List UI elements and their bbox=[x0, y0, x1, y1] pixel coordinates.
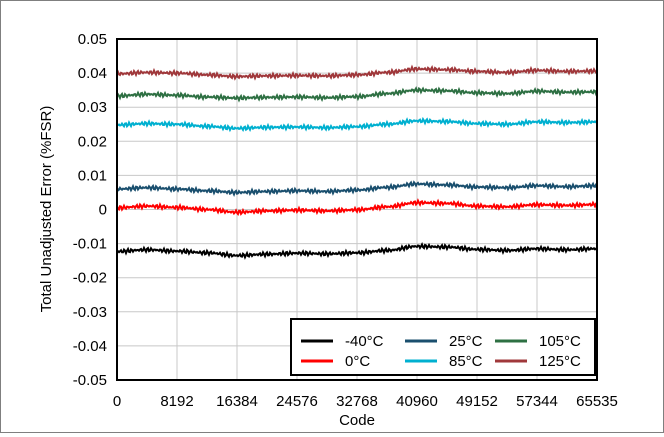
x-tick-label: 40960 bbox=[396, 393, 438, 410]
y-tick-label: 0.04 bbox=[78, 65, 107, 82]
series-line bbox=[116, 242, 598, 260]
y-tick-labels: -0.05 -0.04 -0.03 -0.02 -0.01 0 0.01 0.02 0.03 0.… bbox=[73, 31, 107, 389]
legend-label: 105°C bbox=[539, 333, 581, 350]
y-tick-label: -0.04 bbox=[73, 338, 107, 355]
x-tick-label: 24576 bbox=[276, 393, 318, 410]
x-tick-label: 65535 bbox=[576, 393, 618, 410]
legend-items: -40°C 0°C 25°C 85°C 105°C 125°C bbox=[301, 333, 581, 370]
y-tick-label: -0.02 bbox=[73, 270, 107, 287]
x-tick-label: 57344 bbox=[516, 393, 558, 410]
x-axis-title: Code bbox=[339, 412, 375, 429]
legend-box bbox=[290, 318, 596, 376]
series-line bbox=[116, 64, 598, 81]
y-tick-label: 0.01 bbox=[78, 167, 107, 184]
y-tick-label: -0.03 bbox=[73, 304, 107, 321]
x-tick-label: 32768 bbox=[336, 393, 378, 410]
legend-label: -40°C bbox=[345, 333, 384, 350]
x-tick-label: 8192 bbox=[160, 393, 193, 410]
series-line bbox=[116, 180, 598, 197]
y-tick-label: -0.05 bbox=[73, 372, 107, 389]
y-tick-label: 0.03 bbox=[78, 99, 107, 116]
series-line bbox=[116, 198, 598, 217]
plot-area-border bbox=[116, 38, 598, 381]
x-tick-label: 0 bbox=[113, 393, 121, 410]
y-tick-label: 0 bbox=[99, 202, 107, 219]
x-tick-labels: 0 8192 16384 24576 32768 40960 49152 57344 65535 bbox=[113, 393, 618, 410]
y-tick-label: 0.02 bbox=[78, 133, 107, 150]
series-line bbox=[116, 116, 598, 133]
legend: -40°C 0°C 25°C 85°C 105°C 125°C bbox=[290, 318, 596, 376]
x-tick-label: 49152 bbox=[456, 393, 498, 410]
y-tick-label: -0.01 bbox=[73, 236, 107, 253]
legend-label: 25°C bbox=[449, 333, 483, 350]
series-line bbox=[116, 86, 598, 103]
legend-label: 0°C bbox=[345, 353, 370, 370]
series-lines bbox=[116, 64, 598, 260]
y-tick-label: 0.05 bbox=[78, 31, 107, 48]
legend-label: 85°C bbox=[449, 353, 483, 370]
x-tick-label: 16384 bbox=[216, 393, 258, 410]
y-axis-title: Total Unadjusted Error (%FSR) bbox=[38, 106, 55, 313]
legend-label: 125°C bbox=[539, 353, 581, 370]
